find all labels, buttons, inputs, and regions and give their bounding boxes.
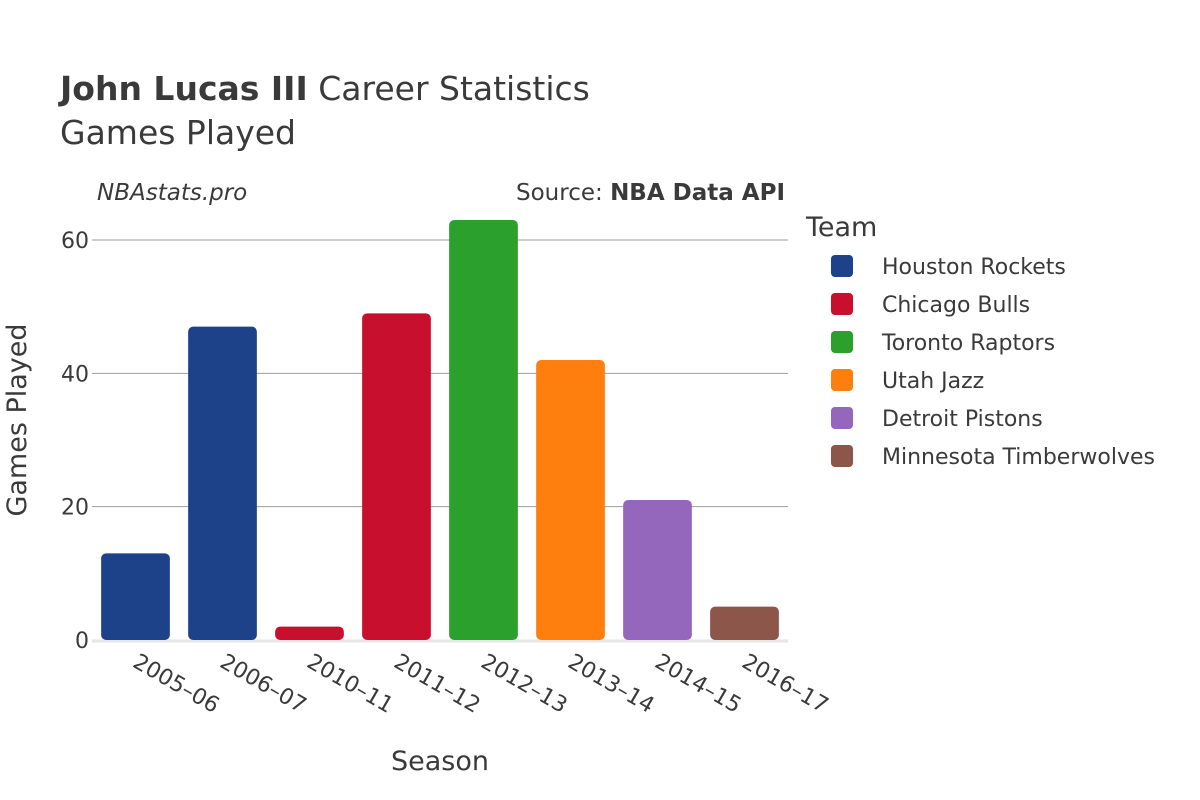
bar-2011–12[interactable] — [362, 313, 431, 640]
bars-layer — [101, 220, 779, 640]
bar-2010–11[interactable] — [275, 626, 344, 640]
legend-label: Toronto Raptors — [881, 331, 1055, 356]
legend-label: Minnesota Timberwolves — [882, 445, 1155, 470]
bar-2006–07[interactable] — [188, 326, 257, 640]
credit-text: NBAstats.pro — [97, 180, 247, 206]
chart-title: John Lucas III Career Statistics — [58, 69, 590, 108]
legend-swatch — [831, 445, 853, 467]
legend: Houston Rockets Chicago Bulls Toronto Rapt… — [831, 255, 1155, 470]
bar-2013–14[interactable] — [536, 360, 605, 640]
source-name: NBA Data API — [610, 180, 785, 206]
bar-2012–13[interactable] — [449, 220, 518, 640]
source-prefix: Source: — [516, 180, 610, 206]
legend-swatch — [831, 331, 853, 353]
y-tick-label: 20 — [61, 496, 89, 521]
legend-item[interactable]: Detroit Pistons — [831, 407, 1043, 432]
x-axis-title: Season — [391, 746, 489, 777]
title-rest: Career Statistics — [308, 69, 590, 108]
legend-swatch — [831, 407, 853, 429]
y-tick-labels: 0 20 40 60 — [61, 229, 89, 654]
y-tick-label: 60 — [61, 229, 89, 254]
legend-swatch — [831, 255, 853, 277]
bar-2005–06[interactable] — [101, 553, 170, 640]
legend-item[interactable]: Utah Jazz — [831, 369, 984, 394]
legend-item[interactable]: Chicago Bulls — [831, 293, 1030, 318]
legend-label: Utah Jazz — [882, 369, 984, 394]
x-tick-label: 2010–11 — [303, 650, 398, 719]
legend-label: Houston Rockets — [882, 255, 1066, 280]
x-tick-label: 2014–15 — [651, 650, 746, 719]
legend-item[interactable]: Toronto Raptors — [831, 331, 1055, 356]
legend-title: Team — [805, 212, 877, 243]
bar-2014–15[interactable] — [623, 500, 692, 640]
x-tick-label: 2013–14 — [564, 650, 659, 719]
x-tick-label: 2011–12 — [390, 650, 485, 719]
y-tick-label: 0 — [75, 629, 89, 654]
x-tick-labels: 2005–062006–072010–112011–122012–132013–… — [129, 650, 833, 719]
legend-label: Detroit Pistons — [882, 407, 1043, 432]
legend-item[interactable]: Minnesota Timberwolves — [831, 445, 1155, 470]
x-tick-label: 2012–13 — [477, 650, 572, 719]
legend-item[interactable]: Houston Rockets — [831, 255, 1066, 280]
chart-subtitle: Games Played — [60, 113, 296, 152]
legend-label: Chicago Bulls — [882, 293, 1030, 318]
legend-swatch — [831, 293, 853, 315]
bar-2016–17[interactable] — [710, 606, 779, 640]
title-bold: John Lucas III — [58, 69, 308, 108]
x-tick-label: 2006–07 — [216, 650, 311, 719]
source-text: Source: NBA Data API — [516, 180, 785, 206]
y-tick-label: 40 — [61, 362, 89, 387]
y-axis-title: Games Played — [2, 323, 33, 516]
legend-swatch — [831, 369, 853, 391]
x-tick-label: 2005–06 — [129, 650, 224, 719]
x-tick-label: 2016–17 — [738, 650, 833, 719]
